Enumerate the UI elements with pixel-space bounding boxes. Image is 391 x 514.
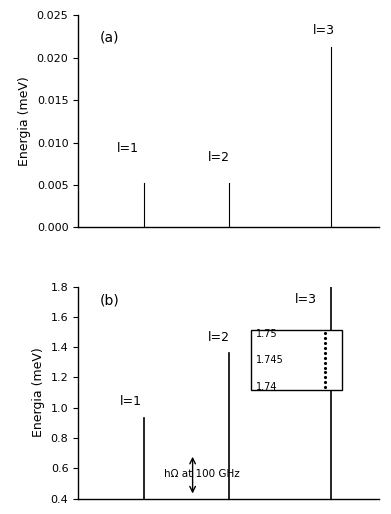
Text: 1.75: 1.75 [256,328,278,339]
Y-axis label: Energia (meV): Energia (meV) [18,77,31,166]
Text: (b): (b) [99,293,119,307]
Text: 1.745: 1.745 [256,355,283,365]
Text: l=2: l=2 [208,331,230,344]
Text: l=1: l=1 [117,142,139,155]
Text: l=3: l=3 [295,293,317,306]
Text: l=1: l=1 [120,395,142,408]
Bar [251,330,342,390]
Y-axis label: Energia (meV): Energia (meV) [32,348,45,437]
Text: 1.74: 1.74 [256,381,277,392]
Text: (a): (a) [99,30,119,44]
Text: l=2: l=2 [208,151,230,164]
Text: l=3: l=3 [313,24,335,36]
Text: hΩ at 100 GHz: hΩ at 100 GHz [164,469,240,479]
